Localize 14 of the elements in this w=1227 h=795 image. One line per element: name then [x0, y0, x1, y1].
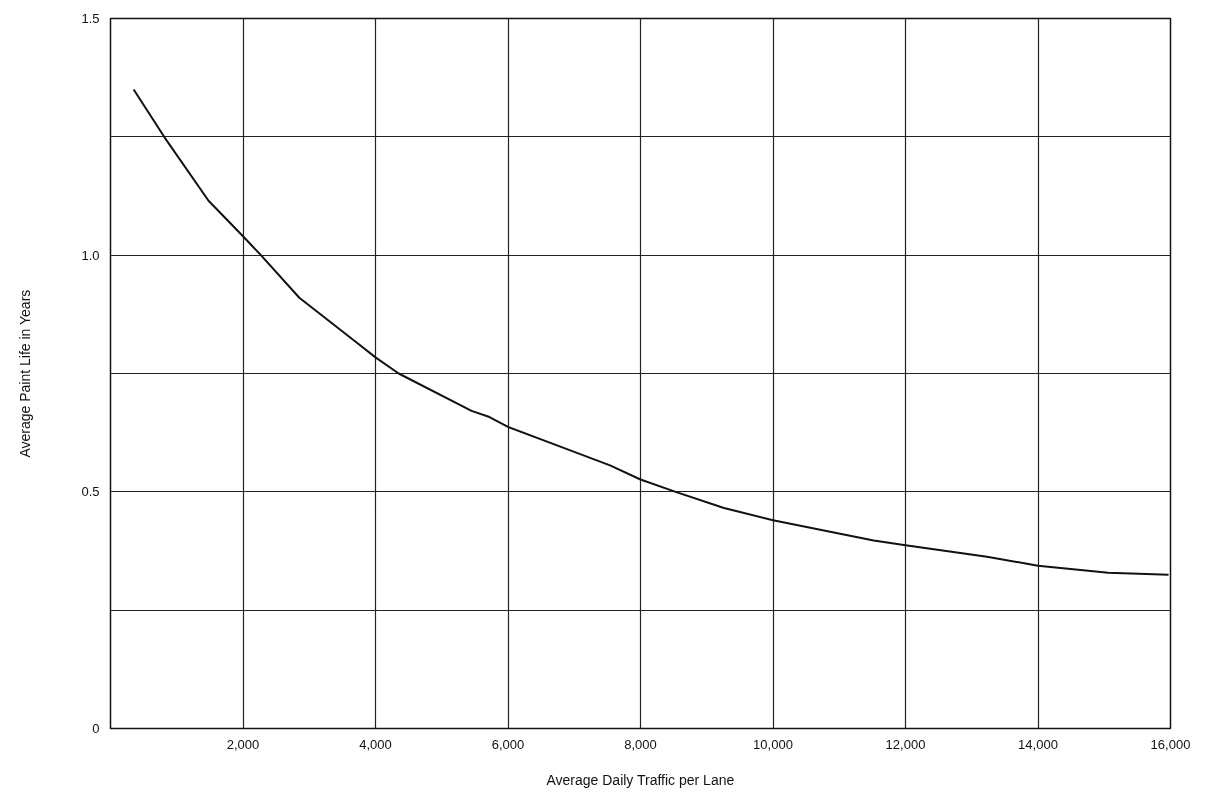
x-axis-title: Average Daily Traffic per Lane	[546, 771, 735, 788]
x-tick-label: 8,000	[624, 736, 657, 752]
y-tick-label: 0.5	[81, 484, 100, 500]
x-tick-label: 12,000	[885, 736, 926, 752]
y-tick-label: 1.5	[81, 11, 100, 26]
x-tick-label: 6,000	[491, 736, 525, 752]
y-tick-label: 1.0	[81, 247, 100, 263]
x-tick-label: 16,000	[1150, 736, 1191, 752]
x-tick-label: 14,000	[1018, 736, 1058, 752]
x-tick-label: 10,000	[753, 736, 793, 752]
x-tick-label: 4,000	[359, 736, 392, 752]
y-axis-title: Average Paint Life in Years	[17, 289, 34, 458]
y-tick-label: 0	[92, 721, 100, 736]
x-tick-label: 2,000	[226, 736, 260, 752]
